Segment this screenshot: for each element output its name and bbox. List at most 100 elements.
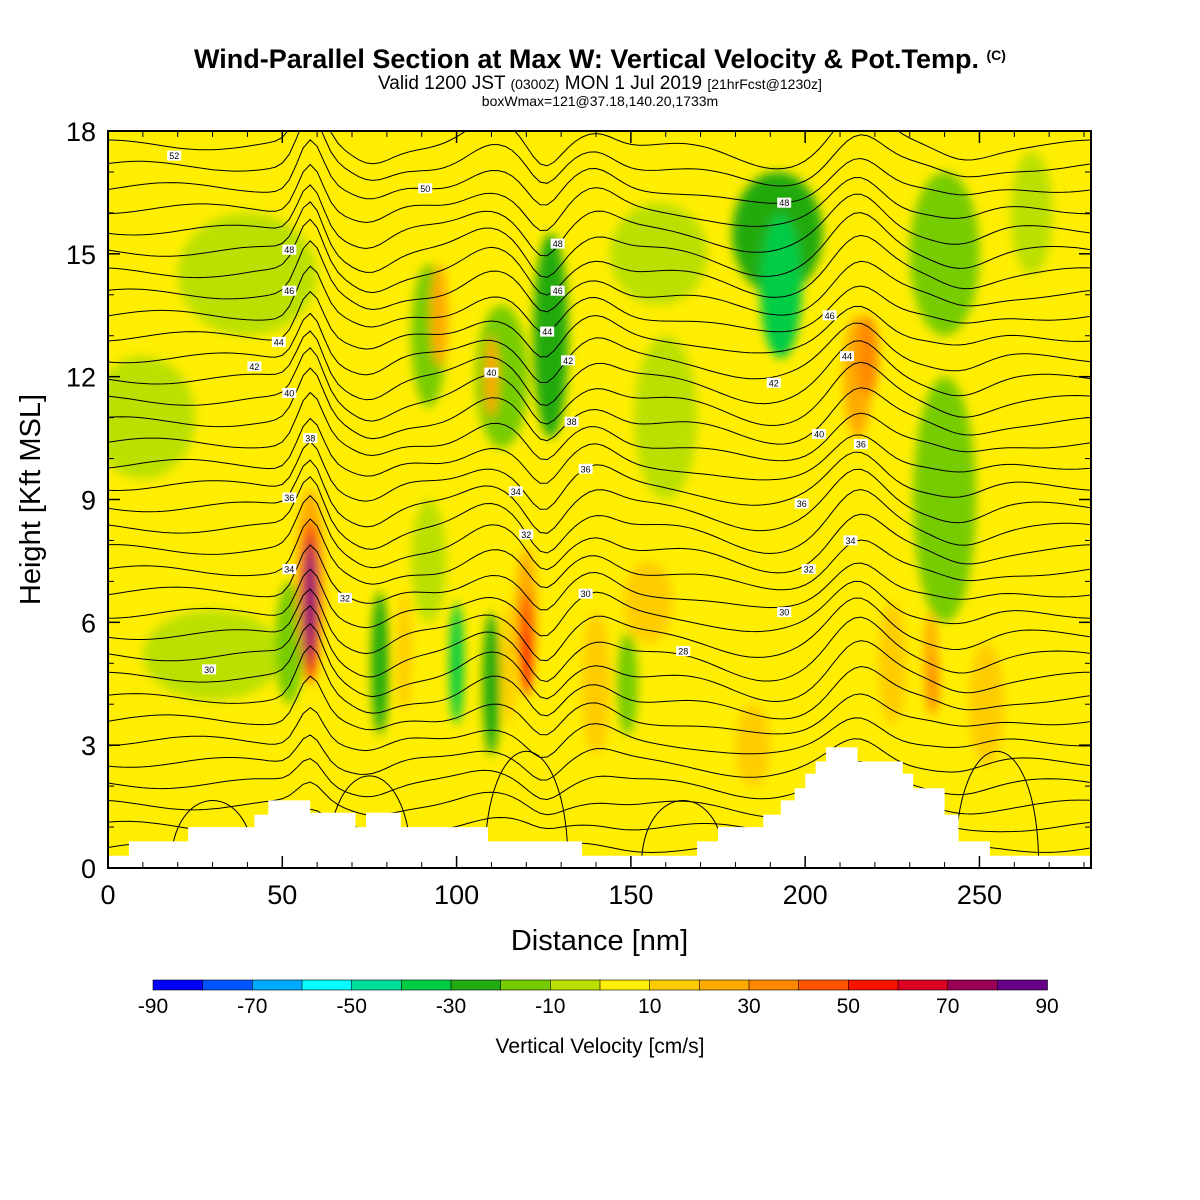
contour-label: 28: [678, 647, 688, 657]
box-info: boxWmax=121@37.18,140.20,1733m: [481, 93, 719, 109]
contour-label: 34: [845, 536, 855, 546]
y-axis-label: Height [Kft MSL]: [15, 394, 47, 605]
colorbar-tick-label: -30: [436, 995, 466, 1018]
velocity-blob: [909, 171, 980, 336]
contour-label-box: [282, 492, 297, 503]
colorbar-tick-label: -90: [138, 995, 168, 1018]
velocity-blob: [177, 212, 318, 336]
colorbar-tick-label: 10: [638, 995, 661, 1018]
colorbar-swatch: [847, 979, 899, 991]
contour-labels: 30 30 30 28 32 32 32 34 34 34 36 36 36 36 38 38 40 40 40 42…: [167, 150, 868, 675]
colorbar: -90 -70 -50 -30 -10 10 30 50 70 90: [138, 979, 1059, 1018]
contour-label-box: [676, 646, 691, 656]
contour-label-box: [247, 361, 262, 372]
x-tick-label: 250: [957, 880, 1002, 910]
colorbar-swatch: [897, 979, 949, 991]
theta-contour: [108, 163, 1091, 232]
contour-label-box: [338, 592, 352, 603]
contour-label-box: [282, 285, 297, 296]
contour-label: 38: [305, 434, 315, 444]
velocity-blob: [501, 601, 516, 725]
forecast-info: [21hrFcst@1230z]: [707, 76, 822, 92]
contour-label-box: [271, 336, 286, 347]
theta-contour: [108, 330, 1091, 407]
contour-label: 50: [420, 184, 430, 194]
contour-label: 38: [567, 417, 577, 427]
theta-contour: [108, 312, 1091, 383]
velocity-blob: [623, 561, 673, 643]
y-tick-label: 9: [81, 486, 96, 516]
colorbar-swatch: [500, 979, 552, 991]
theta-contour: [108, 568, 1091, 637]
contour-label-box: [794, 498, 809, 509]
colorbar-swatch: [301, 979, 353, 991]
velocity-blob: [610, 202, 708, 305]
valid-utc: (0300Z): [510, 76, 560, 92]
contour-label-box: [167, 150, 182, 161]
colorbar-tick-label: -10: [535, 995, 565, 1018]
contour-label-box: [840, 351, 854, 362]
contour-label-box: [561, 355, 576, 366]
colorbar-tick-label: -70: [237, 995, 267, 1018]
theta-contour: [108, 622, 1091, 703]
velocity-blob: [411, 499, 447, 623]
contour-label: 48: [553, 239, 563, 249]
y-tick-label: 12: [66, 363, 96, 393]
contour-label: 36: [856, 440, 866, 450]
contour-label: 36: [797, 499, 807, 509]
contour-label: 46: [825, 311, 835, 321]
contour-label-box: [578, 463, 593, 474]
x-axis-label: Distance [nm]: [511, 925, 688, 957]
contour-label-box: [777, 197, 792, 208]
contour-label-box: [282, 388, 297, 398]
contour-label: 40: [814, 430, 824, 440]
colorbar-swatch: [549, 979, 601, 991]
theta-contour: [108, 367, 1091, 445]
velocity-blob: [482, 612, 501, 756]
terrain: [108, 747, 1091, 868]
theta-contour: [108, 131, 1091, 187]
contour-label: 52: [169, 151, 179, 161]
contour-label: 30: [779, 608, 789, 618]
velocity-blob: [306, 550, 314, 654]
contour-label-box: [550, 238, 565, 249]
velocity-blob: [969, 642, 1004, 766]
velocity-blob: [582, 612, 610, 756]
contour-label-box: [578, 588, 593, 599]
theta-contour: [108, 588, 1091, 662]
colorbar-swatch: [748, 979, 800, 991]
velocity-blob: [913, 376, 976, 623]
colorbar-swatch: [649, 979, 701, 991]
colorbar-swatch: [202, 979, 254, 991]
theta-contour: [108, 417, 1091, 484]
contour-label: 30: [581, 589, 591, 599]
contour-label-box: [282, 564, 297, 575]
contour-label: 42: [769, 378, 779, 388]
contour-label: 40: [486, 368, 496, 378]
contour-label-box: [202, 664, 217, 675]
contour-label: 40: [284, 389, 294, 399]
theta-contour: [108, 459, 1091, 534]
theta-contour: [108, 391, 1091, 462]
contour-label-box: [282, 244, 297, 255]
contour-label: 48: [779, 198, 789, 208]
theta-contour: [954, 750, 1040, 868]
velocity-blob: [857, 315, 879, 398]
theta-contour: [108, 240, 1091, 316]
valid-time: Valid 1200 JST (0300Z) MON 1 Jul 2019 [2…: [0, 73, 1200, 95]
theta-contour: [108, 544, 1091, 611]
x-tick-label: 150: [608, 880, 653, 910]
velocity-blob: [275, 581, 304, 705]
contour-label-box: [484, 367, 499, 378]
theta-contour: [108, 475, 1091, 555]
colorbar-tick-label: 30: [737, 995, 760, 1018]
chart-title: Wind-Parallel Section at Max W: Vertical…: [0, 44, 1200, 75]
velocity-blob: [108, 356, 196, 479]
theta-contour: [108, 494, 1091, 574]
y-tick-label: 3: [81, 731, 96, 761]
contour-label-box: [801, 564, 816, 575]
colorbar-swatch: [351, 979, 403, 991]
colorbar-swatch: [698, 979, 750, 991]
colorbar-tick-label: -50: [337, 995, 367, 1018]
